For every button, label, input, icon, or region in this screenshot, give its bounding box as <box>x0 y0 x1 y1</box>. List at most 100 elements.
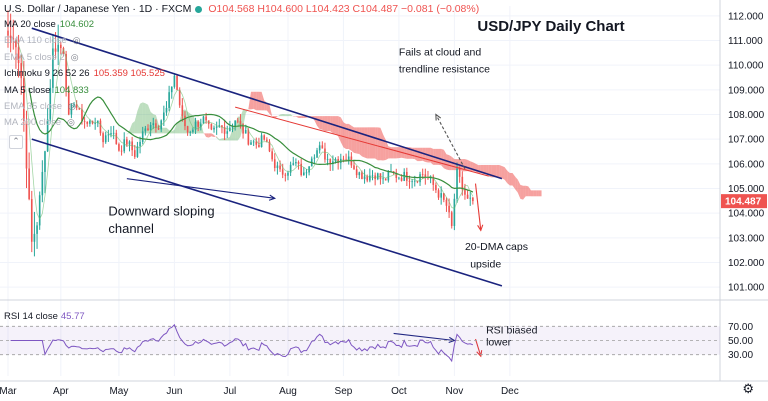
candle-body <box>408 180 411 182</box>
price-tick-label: 105.000 <box>728 184 765 195</box>
gear-icon[interactable]: ⚙ <box>742 381 754 396</box>
price-tick-label: 109.000 <box>728 85 765 96</box>
candle-body <box>163 112 165 121</box>
candle-body <box>186 126 189 133</box>
cloud-segment <box>520 184 524 200</box>
candle-body <box>44 151 46 172</box>
cloud-segment <box>494 165 497 178</box>
cloud-segment <box>388 146 391 159</box>
candle-body <box>255 141 258 145</box>
price-tick-label: 103.000 <box>728 233 765 244</box>
indicator-label: EMA 110 close <box>4 35 67 47</box>
channel-direction-arrow <box>126 178 275 199</box>
candle-body <box>213 127 215 130</box>
cloud-segment <box>221 138 225 141</box>
indicator-legend-item[interactable]: EMA 5 close 2 ◎ <box>4 52 79 63</box>
red-resistance-line <box>235 106 489 177</box>
candle-body <box>28 168 30 200</box>
candle-body <box>342 158 345 160</box>
cloud-segment <box>282 114 286 117</box>
price-tick-label: 102.000 <box>728 258 765 269</box>
annotation-text: 20-DMA caps <box>465 241 528 253</box>
candle-body <box>221 125 223 128</box>
candle-body <box>321 145 324 149</box>
rsi-value: 45.77 <box>60 311 85 322</box>
candle-body <box>23 78 25 121</box>
price-tick-label: 110.000 <box>728 61 764 72</box>
candle-body <box>266 139 268 142</box>
cloud-segment <box>261 91 265 111</box>
candle-body <box>297 162 300 164</box>
annotation-arrows <box>126 113 484 358</box>
chevron-down-icon[interactable]: ⌃ <box>9 135 23 149</box>
chart-annotations: USD/JPY Daily Chart Fails at cloud and tre… <box>108 18 624 348</box>
candle-body <box>445 199 448 206</box>
cloud-segment <box>137 103 141 134</box>
candle-body <box>181 105 184 116</box>
candle-body <box>448 205 450 213</box>
eye-icon[interactable]: ◎ <box>68 101 76 111</box>
candle-body <box>170 86 173 93</box>
cloud-segment <box>417 147 421 162</box>
cloud-segment <box>467 159 471 172</box>
eye-icon[interactable]: ◎ <box>70 51 79 62</box>
cloud-segment <box>214 134 217 139</box>
cloud-segment <box>420 147 423 162</box>
price-tick-label: 106.000 <box>728 159 765 170</box>
eye-icon[interactable]: ◎ <box>67 117 75 128</box>
candle-body <box>250 142 252 145</box>
candle-body <box>419 174 421 183</box>
indicator-legend-item[interactable]: MA 5 close 104.833 <box>4 85 89 96</box>
cloud-segment <box>240 109 244 137</box>
indicator-legend-item[interactable]: EMA 35 close ◎ <box>4 101 76 112</box>
candle-body <box>273 159 276 168</box>
cloud-segment <box>211 133 215 137</box>
candle-body <box>361 172 363 180</box>
cloud-segment <box>145 103 148 134</box>
indicator-legend-item[interactable]: Ichimoku 9 26 52 26 105.359 105.525 <box>4 68 165 79</box>
candle-body <box>210 124 213 130</box>
candle-body <box>303 172 305 176</box>
candle-body <box>316 150 318 158</box>
rsi-trend-arrow-head <box>448 336 456 343</box>
candle-body <box>318 145 321 151</box>
cloud-segment <box>340 117 344 148</box>
candle-body <box>112 132 115 134</box>
cloud-segment <box>491 165 494 178</box>
resistance-pointer-arrow <box>435 114 466 170</box>
candle-body <box>123 139 126 152</box>
candle-body <box>244 129 247 134</box>
candle-body <box>223 127 226 134</box>
cloud-segment <box>298 116 302 119</box>
candle-body <box>33 233 36 242</box>
chart-header: U.S. Dollar / Japanese Yen · 1D · FXCM O1… <box>4 3 479 15</box>
candle-body <box>358 172 361 176</box>
candle-body <box>432 176 435 185</box>
candle-body <box>99 120 102 134</box>
indicator-label: Ichimoku 9 26 52 26 <box>4 68 90 80</box>
candle-body <box>287 172 289 176</box>
candle-body <box>197 121 199 127</box>
candle-body <box>176 75 178 90</box>
ohlc-readout: O104.568 H104.600 L104.423 C104.487 −0.0… <box>208 3 480 15</box>
eye-icon[interactable]: ◎ <box>72 35 81 46</box>
cloud-segment <box>377 127 381 161</box>
candle-body <box>252 141 255 143</box>
last-price-marker <box>721 194 767 209</box>
indicator-legend-item[interactable]: MA 20 close 104.602 <box>4 19 94 30</box>
candle-body <box>363 176 366 180</box>
cloud-segment <box>533 190 537 197</box>
time-tick-label: Oct <box>391 386 407 397</box>
cloud-segment <box>501 166 505 180</box>
cloud-segment <box>322 116 325 132</box>
candle-body <box>376 173 379 180</box>
symbol-title[interactable]: U.S. Dollar / Japanese Yen · 1D · FXCM <box>4 3 192 15</box>
candle-body <box>41 171 44 196</box>
time-tick-label: Sep <box>335 386 353 397</box>
rsi-down-arrow <box>474 338 482 357</box>
indicator-legend-item[interactable]: EMA 110 close ◎ <box>4 35 81 46</box>
cloud-segment <box>229 128 233 141</box>
cloud-segment <box>224 138 228 141</box>
candle-body <box>126 139 128 145</box>
indicator-legend-item[interactable]: MA 200 close ◎ <box>4 117 75 128</box>
